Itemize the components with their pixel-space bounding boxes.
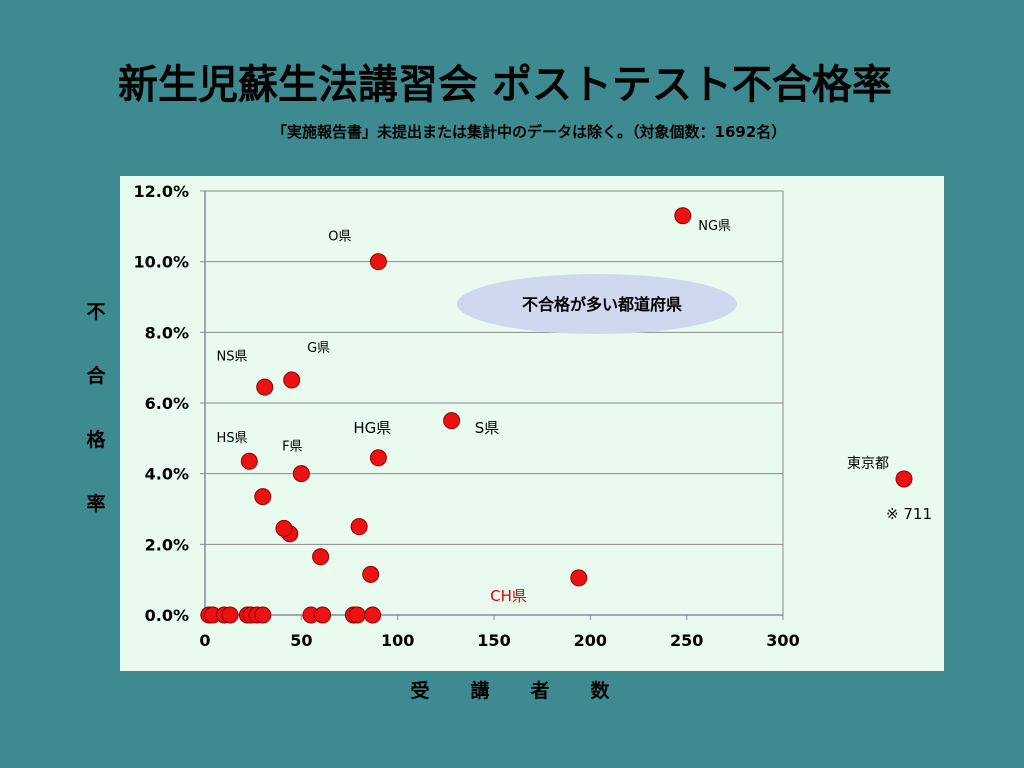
data-point — [369, 449, 387, 467]
data-point — [348, 606, 366, 624]
data-point — [254, 488, 272, 506]
data-point — [283, 371, 301, 389]
y-tick-label: 8.0% — [145, 323, 189, 342]
data-point — [240, 452, 258, 470]
y-tick-label: 10.0% — [133, 253, 189, 272]
data-point — [674, 207, 692, 225]
tick-labels: 0.0% 2.0% 4.0% 6.0% 8.0% 10.0% 12.0% 0 50 100 150 2… — [133, 182, 799, 650]
point-label: NS県 — [217, 350, 248, 365]
x-tick-label: 300 — [766, 631, 799, 650]
slide-title: 新生児蘇生法講習会 ポストテスト不合格率 — [118, 62, 892, 108]
data-point — [254, 606, 272, 624]
annotation-text: 不合格が多い都道府県 — [522, 295, 682, 314]
y-tick-label: 4.0% — [145, 465, 189, 484]
data-point — [221, 606, 239, 624]
x-tick-label: 50 — [290, 631, 312, 650]
x-tick-label: 150 — [477, 631, 510, 650]
point-labels: 東京都 ※ 711 O県 NG県 NS県 G県 HS県 F県 HG県 S県 CH県 — [217, 219, 932, 605]
x-axis-label-char: 者 — [530, 680, 550, 702]
point-label: O県 — [328, 229, 351, 244]
outlier-note: ※ 711 — [886, 505, 932, 523]
outlier-label: 東京都 — [847, 456, 889, 472]
x-tick-label: 250 — [670, 631, 703, 650]
point-label: G県 — [307, 341, 330, 356]
y-tick-label: 12.0% — [133, 182, 189, 201]
data-point — [362, 565, 380, 583]
point-label: CH県 — [490, 587, 527, 605]
y-axis-label-char: 不 — [86, 301, 106, 323]
y-axis-label-char: 率 — [86, 493, 106, 515]
y-axis-label: 不合格率 — [84, 280, 108, 536]
data-point — [292, 465, 310, 483]
x-axis-label-char: 受 — [410, 680, 430, 702]
data-point — [275, 519, 293, 537]
point-label: HS県 — [217, 431, 248, 446]
annotation-group: 不合格が多い都道府県 — [457, 274, 737, 334]
data-point — [369, 253, 387, 271]
y-tick-label: 0.0% — [145, 606, 189, 625]
grid-lines — [205, 190, 783, 545]
axes — [200, 190, 784, 620]
outlier-point — [895, 470, 913, 488]
data-point — [364, 606, 382, 624]
annotation-ellipse — [457, 274, 737, 334]
data-point — [256, 378, 274, 396]
x-tick-label: 0 — [199, 631, 210, 650]
y-axis-label-char: 合 — [86, 365, 106, 387]
data-point — [350, 518, 368, 536]
y-tick-label: 2.0% — [145, 535, 189, 554]
y-axis-label-char: 格 — [86, 429, 106, 451]
data-point — [570, 569, 588, 587]
data-point — [443, 412, 461, 430]
data-point — [314, 606, 332, 624]
point-label: HG県 — [353, 419, 391, 437]
x-axis-label-char: 講 — [470, 680, 490, 702]
point-label: NG県 — [698, 219, 731, 234]
data-point — [312, 548, 330, 566]
point-label: F県 — [282, 440, 302, 455]
x-tick-label: 100 — [381, 631, 414, 650]
y-tick-label: 6.0% — [145, 394, 189, 413]
x-axis-label: 受講者数 — [380, 676, 640, 703]
slide-subtitle: 「実施報告書」未提出または集計中のデータは除く。（対象個数：1692名） — [272, 123, 787, 141]
point-label: S県 — [475, 419, 500, 437]
x-axis-label-char: 数 — [590, 680, 610, 702]
chart-panel — [120, 176, 944, 671]
x-tick-label: 200 — [574, 631, 607, 650]
data-points — [200, 207, 913, 624]
